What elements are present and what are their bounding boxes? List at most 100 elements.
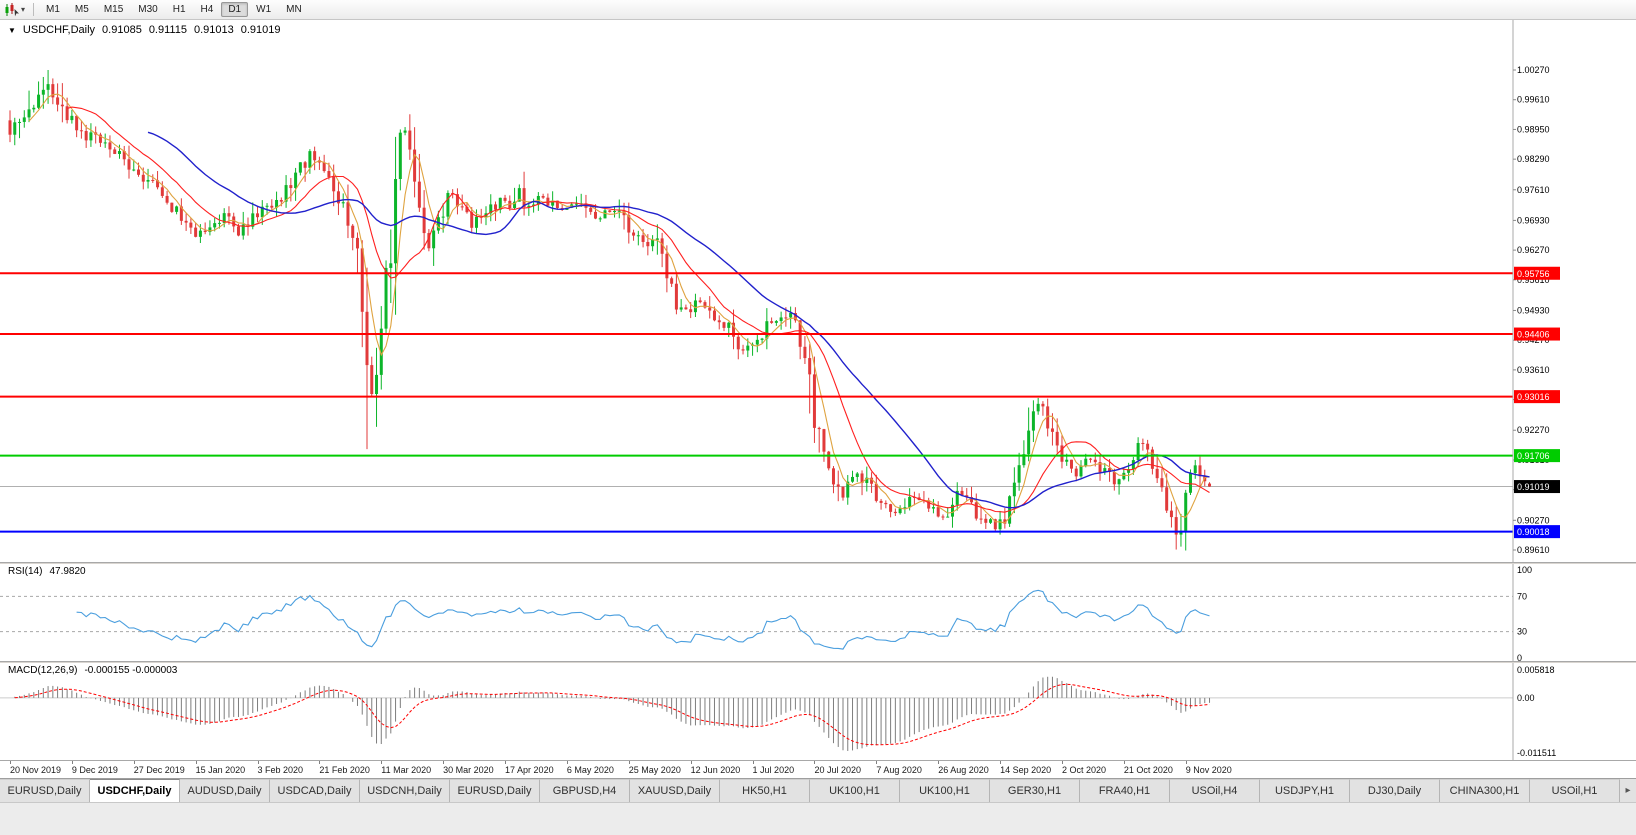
chart-tab-3-usdcad-daily[interactable]: USDCAD,Daily — [270, 779, 360, 802]
chart-tab-10-uk100-h1[interactable]: UK100,H1 — [900, 779, 990, 802]
chart-tab-0-eurusd-daily[interactable]: EURUSD,Daily — [0, 779, 90, 802]
chart-tab-16-china300-h1[interactable]: CHINA300,H1 — [1440, 779, 1530, 802]
svg-text:0.98290: 0.98290 — [1517, 154, 1550, 164]
date-label: 20 Jul 2020 — [814, 765, 861, 775]
svg-text:0.96270: 0.96270 — [1517, 245, 1550, 255]
chart-tab-17-usoil-h1[interactable]: USOil,H1 — [1530, 779, 1620, 802]
date-label: 17 Apr 2020 — [505, 765, 554, 775]
svg-text:0.98950: 0.98950 — [1517, 124, 1550, 134]
timeframe-button-h4[interactable]: H4 — [200, 4, 214, 15]
panel-splitter[interactable] — [0, 562, 1636, 564]
date-tick — [1185, 761, 1187, 764]
date-label: 21 Feb 2020 — [319, 765, 370, 775]
svg-text:0.90270: 0.90270 — [1517, 515, 1550, 525]
timeframe-button-m1[interactable]: M1 — [46, 4, 60, 15]
chart-tabs-bar: EURUSD,Daily USDCHF,Daily AUDUSD,Daily USDC… — [0, 778, 1636, 802]
chart-tab-7-xauusd-daily[interactable]: XAUUSD,Daily — [630, 779, 720, 802]
date-label: 9 Dec 2019 — [71, 765, 118, 775]
chart-tab-5-eurusd-daily[interactable]: EURUSD,Daily — [450, 779, 540, 802]
chart-tab-15-dj30-daily[interactable]: DJ30,Daily — [1350, 779, 1440, 802]
toolbar: ▾ M1 M5 M15 M30 H1 H4 D1 W1 MN — [0, 0, 1636, 20]
macd-chart-canvas[interactable]: 0.005818 0.00 -0.011511 — [0, 663, 1636, 760]
chart-tab-14-usdjpy-h1[interactable]: USDJPY,H1 — [1260, 779, 1350, 802]
moving-average-5 — [28, 93, 1210, 524]
chart-tab-12-fra40-h1[interactable]: FRA40,H1 — [1080, 779, 1170, 802]
chart-type-dropdown-icon[interactable]: ▾ — [21, 5, 26, 14]
date-label: 30 Mar 2020 — [443, 765, 494, 775]
date-tick — [10, 761, 11, 764]
chart-tab-9-uk100-h1[interactable]: UK100,H1 — [810, 779, 900, 802]
date-tick — [505, 761, 507, 764]
date-tick — [752, 761, 754, 764]
chart-tab-1-usdchf-daily[interactable]: USDCHF,Daily — [90, 779, 180, 802]
timeframe-button-d1[interactable]: D1 — [221, 2, 249, 17]
svg-text:0.005818: 0.005818 — [1517, 665, 1555, 675]
date-tick — [628, 761, 630, 764]
candles-layer — [8, 70, 1212, 551]
date-tick — [319, 761, 321, 764]
date-label: 21 Oct 2020 — [1123, 765, 1173, 775]
panel-splitter[interactable] — [0, 661, 1636, 663]
price-chart-canvas[interactable]: 1.00270 0.99610 0.98950 0.98290 0.97610 0.969… — [0, 20, 1636, 562]
date-label: 3 Feb 2020 — [257, 765, 304, 775]
svg-text:0.90018: 0.90018 — [1517, 527, 1550, 537]
macd-axis[interactable]: 0.005818 0.00 -0.011511 — [1512, 663, 1556, 760]
svg-text:-0.011511: -0.011511 — [1517, 748, 1556, 758]
timeframe-button-m5[interactable]: M5 — [74, 4, 89, 15]
chart-tab-6-gbpusd-h4[interactable]: GBPUSD,H4 — [540, 779, 630, 802]
chart-tab-11-ger30-h1[interactable]: GER30,H1 — [990, 779, 1080, 802]
svg-text:0.97610: 0.97610 — [1517, 185, 1550, 195]
timeframe-button-m30[interactable]: M30 — [138, 4, 158, 15]
chart-tab-2-audusd-daily[interactable]: AUDUSD,Daily — [180, 779, 270, 802]
timeframe-button-h1[interactable]: H1 — [172, 4, 186, 15]
svg-text:1.00270: 1.00270 — [1517, 65, 1550, 75]
svg-text:0.95756: 0.95756 — [1517, 269, 1550, 279]
date-tick — [566, 761, 568, 764]
svg-text:0.99610: 0.99610 — [1517, 95, 1550, 105]
date-tick — [1123, 761, 1125, 764]
timeframe-button-w1[interactable]: W1 — [256, 4, 272, 15]
date-tick — [257, 761, 259, 764]
candlestick-chart-icon[interactable] — [4, 2, 20, 17]
date-tick — [195, 761, 197, 764]
timeframe-button-m15[interactable]: M15 — [103, 4, 124, 15]
date-tick — [876, 761, 878, 764]
price-axis[interactable]: 1.00270 0.99610 0.98950 0.98290 0.97610 0.969… — [1512, 20, 1560, 562]
date-label: 2 Oct 2020 — [1061, 765, 1106, 775]
horizontal-levels-layer[interactable] — [0, 272, 1513, 533]
svg-text:70: 70 — [1517, 591, 1527, 601]
date-tick — [1000, 761, 1002, 764]
svg-text:0.94930: 0.94930 — [1517, 305, 1550, 315]
svg-text:0.93610: 0.93610 — [1517, 365, 1550, 375]
svg-text:0.91706: 0.91706 — [1517, 451, 1550, 461]
chart-tab-4-usdcnh-daily[interactable]: USDCNH,Daily — [360, 779, 450, 802]
date-tick — [133, 761, 135, 764]
svg-text:0.91019: 0.91019 — [1517, 482, 1550, 492]
date-axis[interactable]: 20 Nov 2019 9 Dec 2019 27 Dec 2019 15 Jan 2… — [0, 760, 1636, 778]
rsi-axis[interactable]: 100 70 30 0 — [1512, 564, 1532, 661]
rsi-chart-canvas[interactable]: 100 70 30 0 — [0, 564, 1636, 661]
date-tick — [938, 761, 940, 764]
svg-text:30: 30 — [1517, 627, 1527, 637]
macd-histogram — [14, 676, 1211, 751]
svg-text:0.94406: 0.94406 — [1517, 330, 1550, 340]
tabs-scroll-right-icon[interactable]: ▸ — [1620, 779, 1636, 802]
svg-text:0: 0 — [1517, 653, 1522, 661]
date-label: 25 May 2020 — [628, 765, 681, 775]
date-label: 6 May 2020 — [566, 765, 614, 775]
svg-text:0.95610: 0.95610 — [1517, 275, 1550, 285]
date-label: 27 Dec 2019 — [133, 765, 185, 775]
chart-tab-13-usoil-h4[interactable]: USOil,H4 — [1170, 779, 1260, 802]
timeframe-buttons: M1 M5 M15 M30 H1 H4 D1 W1 MN — [39, 2, 309, 17]
date-tick — [1061, 761, 1063, 764]
svg-text:0.93016: 0.93016 — [1517, 392, 1550, 402]
timeframe-button-mn[interactable]: MN — [286, 4, 302, 15]
date-tick — [814, 761, 816, 764]
date-tick — [443, 761, 445, 764]
rsi-indicator-panel: 100 70 30 0 RSI(14) 47.9820 — [0, 564, 1636, 661]
chart-tab-8-hk50-h1[interactable]: HK50,H1 — [720, 779, 810, 802]
date-tick — [381, 761, 383, 764]
rsi-line — [76, 589, 1210, 650]
date-label: 20 Nov 2019 — [10, 765, 62, 775]
